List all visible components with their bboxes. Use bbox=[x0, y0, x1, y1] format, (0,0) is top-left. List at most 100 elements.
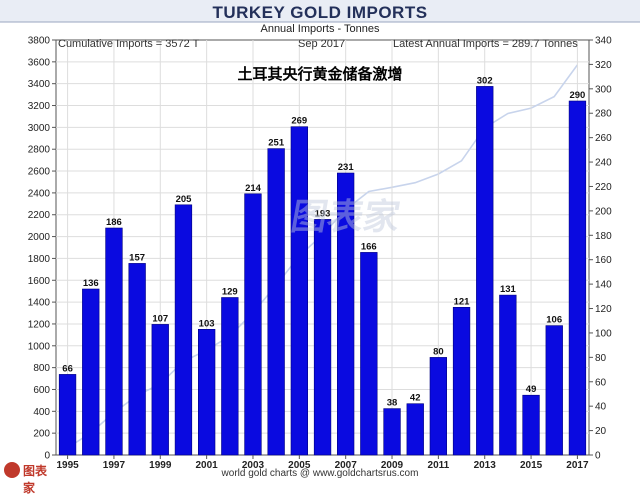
bar-value-label: 193 bbox=[315, 208, 331, 219]
bar bbox=[128, 263, 146, 456]
bar-value-label: 49 bbox=[526, 384, 537, 395]
bar-value-label: 269 bbox=[291, 116, 307, 127]
bar bbox=[290, 126, 309, 456]
date-text: Sep 2017 bbox=[298, 38, 346, 50]
right-tick-label: 200 bbox=[595, 206, 612, 217]
bar-value-label: 157 bbox=[129, 252, 145, 263]
bar bbox=[499, 294, 517, 456]
bar-value-label: 251 bbox=[268, 138, 285, 149]
x-tick-label: 1995 bbox=[56, 460, 79, 471]
bar bbox=[360, 252, 378, 456]
right-tick-label: 300 bbox=[595, 84, 612, 95]
footer-credit: world gold charts @ www.goldchartsrus.co… bbox=[221, 468, 419, 479]
bar bbox=[313, 219, 332, 456]
x-tick-label: 2007 bbox=[335, 460, 358, 471]
bar bbox=[82, 288, 100, 456]
right-tick-label: 60 bbox=[595, 377, 607, 388]
title-band bbox=[0, 0, 640, 22]
x-tick-label: 1999 bbox=[149, 460, 172, 471]
left-tick-label: 1400 bbox=[28, 298, 51, 309]
right-tick-label: 100 bbox=[595, 328, 612, 339]
x-tick-label: 2015 bbox=[520, 460, 543, 471]
right-tick-label: 220 bbox=[595, 182, 612, 193]
bar-value-label: 131 bbox=[500, 284, 517, 295]
bar-value-label: 103 bbox=[199, 318, 215, 329]
bar bbox=[151, 324, 169, 456]
left-tick-label: 3600 bbox=[28, 57, 51, 68]
bar bbox=[244, 193, 262, 456]
bar bbox=[429, 357, 448, 456]
bar-value-label: 38 bbox=[387, 398, 398, 409]
logo: 图表家 bbox=[4, 460, 56, 495]
left-tick-label: 3800 bbox=[28, 36, 51, 47]
bar-value-label: 107 bbox=[152, 313, 168, 324]
bar bbox=[406, 403, 424, 456]
watermark-text: 图表家 bbox=[287, 196, 404, 237]
left-tick-label: 2400 bbox=[28, 188, 51, 199]
bar bbox=[452, 306, 471, 456]
bar bbox=[383, 408, 401, 456]
logo-text: 图表家 bbox=[23, 464, 48, 495]
left-tick-label: 1000 bbox=[28, 341, 51, 352]
right-tick-label: 240 bbox=[595, 158, 612, 169]
bar-value-label: 106 bbox=[546, 315, 562, 326]
latest-imports-text: Latest Annual Imports = 289.7 Tonnes bbox=[393, 38, 578, 50]
bar bbox=[174, 204, 193, 456]
left-tick-label: 1600 bbox=[28, 276, 51, 287]
x-tick-label: 2009 bbox=[381, 460, 404, 471]
right-tick-label: 20 bbox=[595, 426, 607, 437]
bar-value-label: 205 bbox=[176, 194, 193, 205]
bar-value-label: 214 bbox=[245, 183, 262, 194]
right-tick-label: 320 bbox=[595, 60, 612, 71]
bar bbox=[267, 148, 285, 456]
left-tick-label: 3400 bbox=[28, 79, 51, 90]
bar-value-label: 121 bbox=[454, 296, 471, 307]
left-tick-label: 0 bbox=[44, 451, 50, 462]
right-tick-label: 0 bbox=[595, 451, 601, 462]
right-tick-label: 40 bbox=[595, 402, 607, 413]
bar-value-label: 80 bbox=[433, 346, 444, 357]
bar-value-label: 290 bbox=[569, 90, 585, 101]
x-tick-label: 2013 bbox=[474, 460, 497, 471]
bar-value-label: 166 bbox=[361, 241, 377, 252]
left-tick-label: 3000 bbox=[28, 123, 51, 134]
x-tick-label: 2017 bbox=[566, 460, 589, 471]
bar-value-label: 231 bbox=[338, 162, 355, 173]
bar bbox=[221, 297, 239, 456]
x-tick-label: 2003 bbox=[242, 460, 265, 471]
bar bbox=[198, 328, 216, 456]
right-tick-label: 260 bbox=[595, 133, 612, 144]
x-tick-label: 2011 bbox=[428, 460, 450, 471]
right-tick-label: 180 bbox=[595, 231, 612, 242]
bar-value-label: 302 bbox=[477, 75, 493, 86]
x-tick-label: 2001 bbox=[195, 460, 218, 471]
bar-value-label: 129 bbox=[222, 287, 238, 298]
right-tick-label: 340 bbox=[595, 36, 612, 47]
right-tick-label: 160 bbox=[595, 255, 612, 266]
right-tick-label: 140 bbox=[595, 280, 612, 291]
left-tick-label: 3200 bbox=[28, 101, 51, 112]
logo-icon bbox=[4, 462, 20, 478]
bar-value-label: 136 bbox=[83, 278, 99, 289]
x-tick-label: 1997 bbox=[103, 460, 126, 471]
cumulative-imports-text: Cumulative Imports = 3572 T bbox=[58, 38, 200, 50]
left-tick-label: 200 bbox=[33, 429, 50, 440]
bar-value-label: 42 bbox=[410, 393, 421, 404]
left-tick-label: 2200 bbox=[28, 210, 51, 221]
chart-svg: 0200400600800100012001400160018002000220… bbox=[0, 0, 640, 471]
left-tick-label: 800 bbox=[33, 363, 50, 374]
left-tick-label: 1800 bbox=[28, 254, 51, 265]
left-tick-label: 2000 bbox=[28, 232, 51, 243]
right-tick-label: 280 bbox=[595, 109, 612, 120]
left-tick-label: 2800 bbox=[28, 145, 51, 156]
bar bbox=[58, 374, 77, 456]
bar bbox=[476, 86, 494, 456]
chart-subtitle: Annual Imports - Tonnes bbox=[260, 23, 380, 35]
bar bbox=[105, 227, 123, 456]
bar bbox=[568, 100, 587, 456]
right-tick-label: 120 bbox=[595, 304, 612, 315]
left-tick-label: 600 bbox=[33, 385, 50, 396]
left-tick-label: 2600 bbox=[28, 167, 51, 178]
x-tick-label: 2005 bbox=[288, 460, 311, 471]
